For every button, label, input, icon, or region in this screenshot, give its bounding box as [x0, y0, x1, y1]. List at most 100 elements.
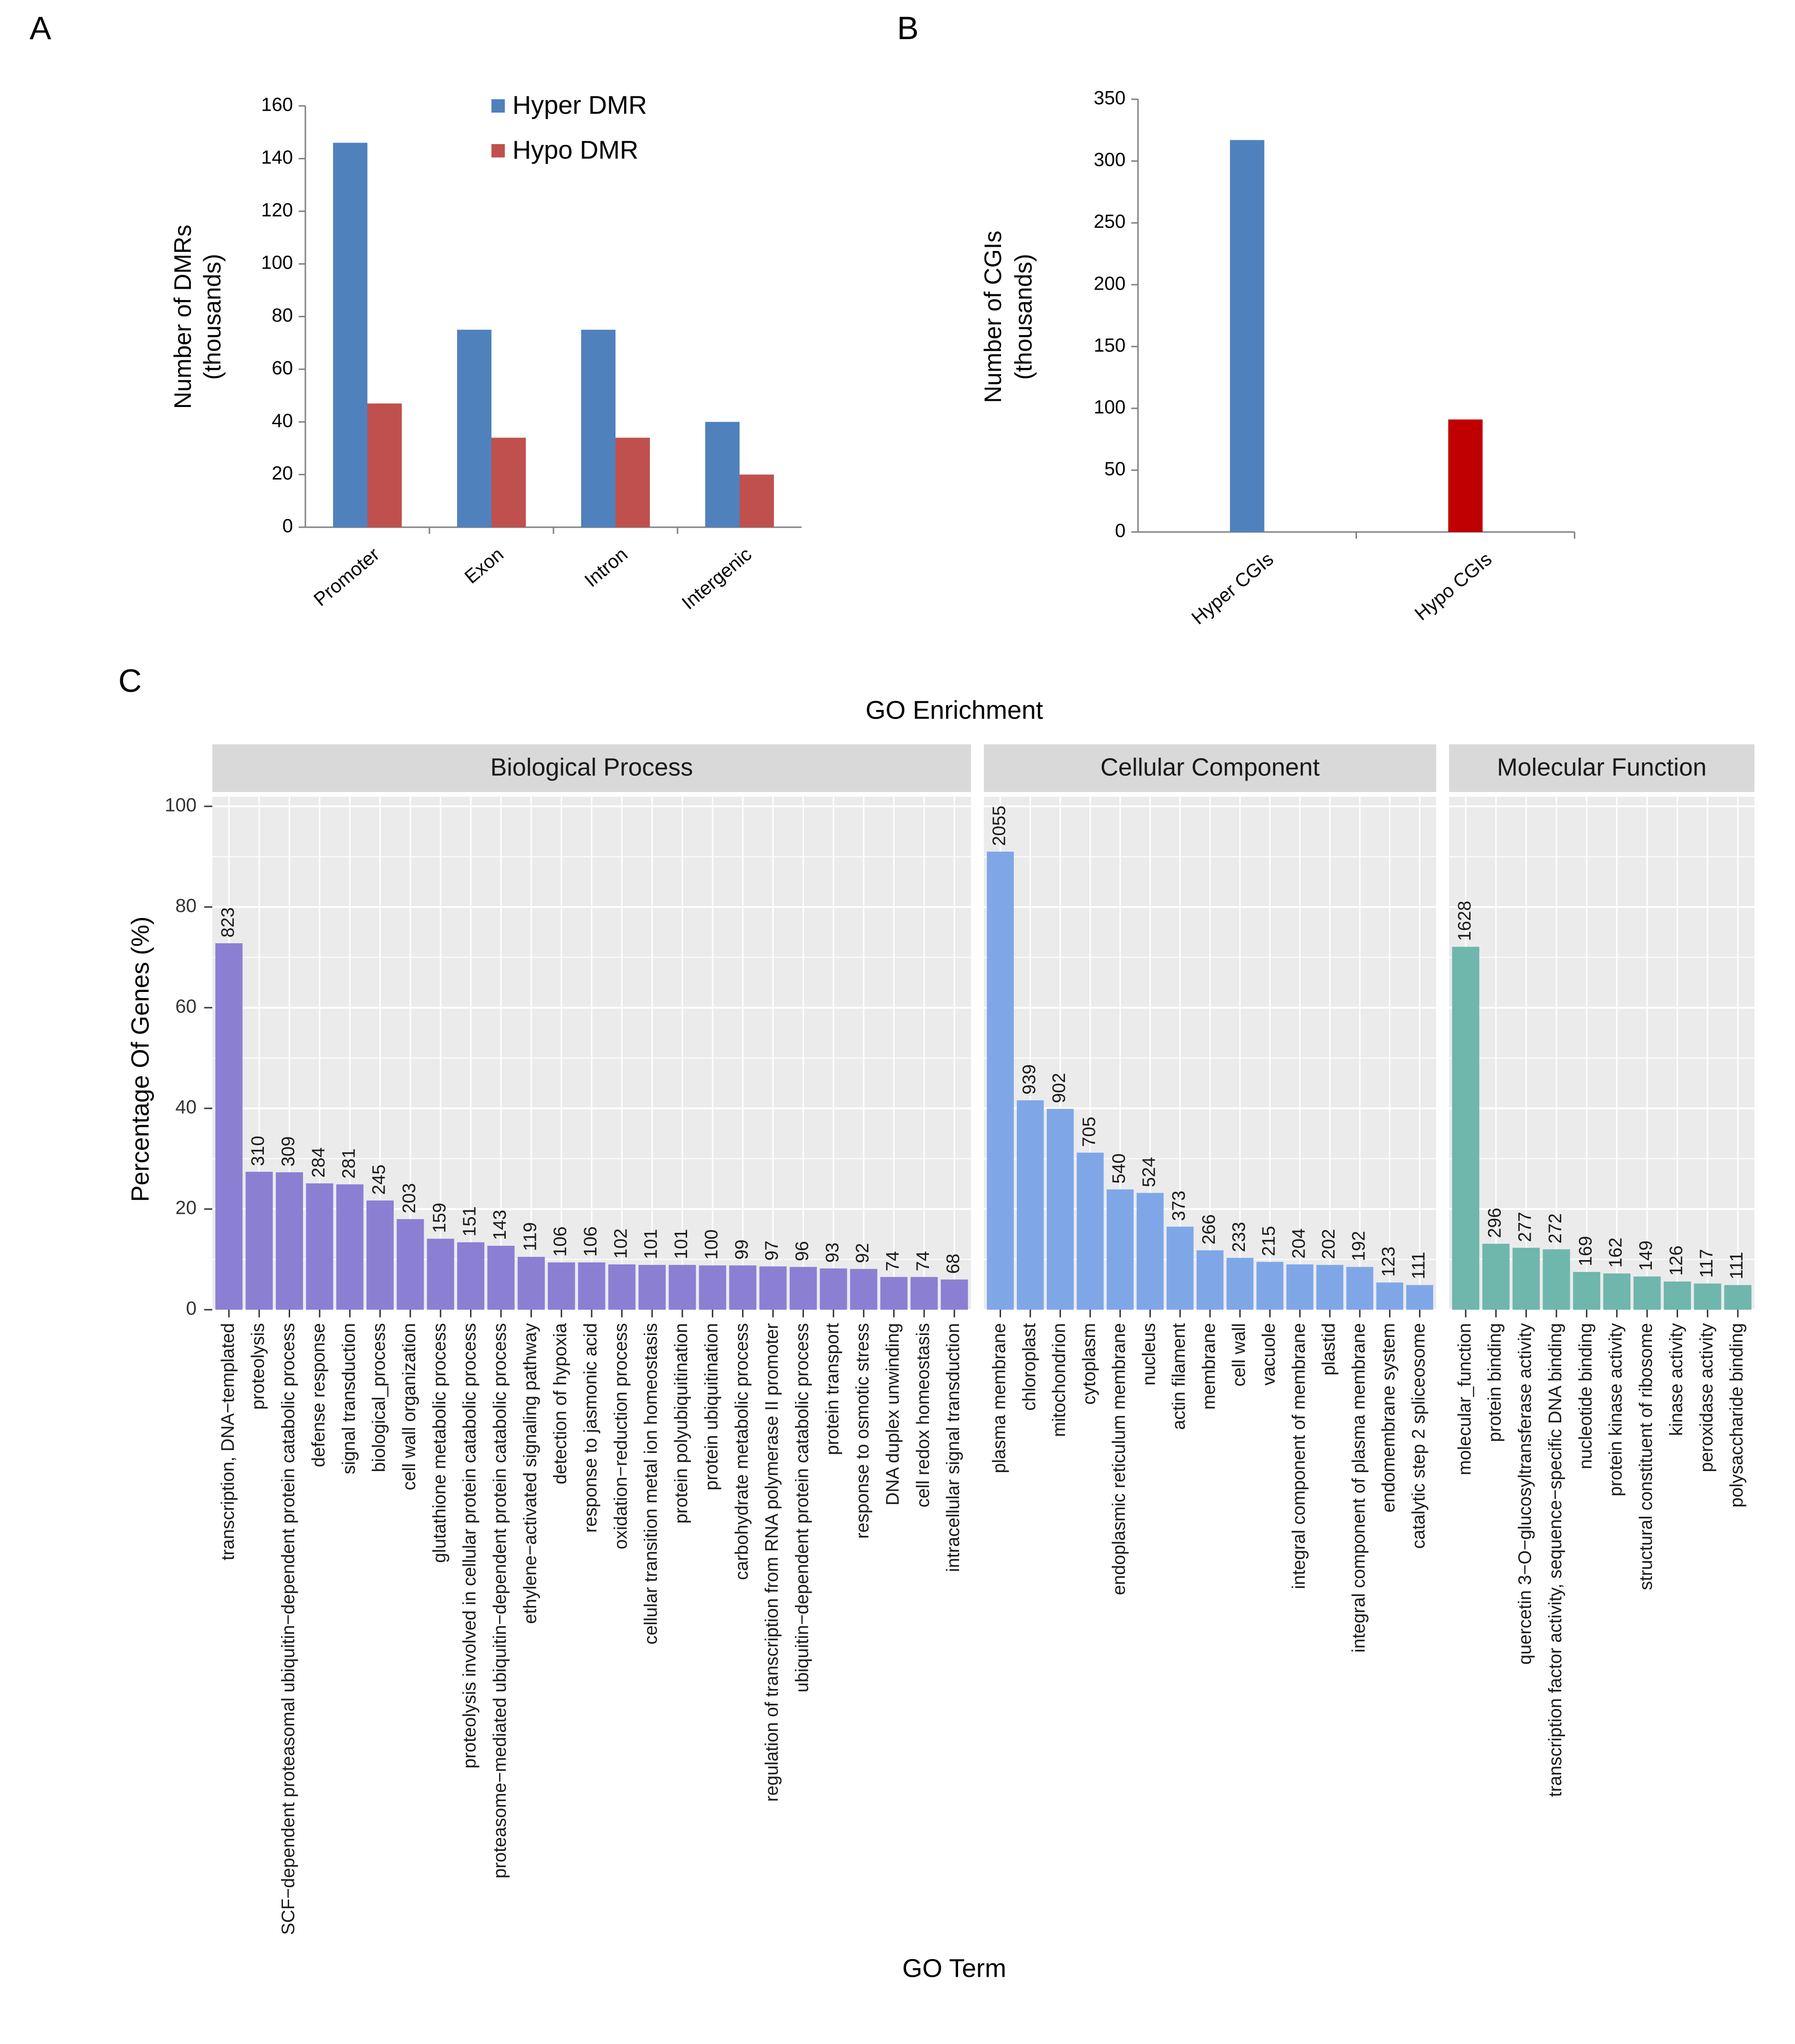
c-count-cellular-component: 233 — [1229, 1222, 1249, 1252]
a-y-label-units: (thousands) — [199, 254, 226, 380]
c-strip-label-cellular-component: Cellular Component — [1100, 754, 1320, 782]
c-term-label-endoplasmic-reticulum-membrane: endoplasmic reticulum membrane — [1109, 1323, 1129, 1595]
c-bar-biological-process-cell-redox-homeostasis — [910, 1277, 938, 1310]
c-bar-biological-process-biological-process — [366, 1200, 394, 1310]
c-term-label-detection-of-hypoxia: detection of hypoxia — [551, 1323, 571, 1484]
c-term-label-intracellular-signal-transduction: intracellular signal transduction — [943, 1323, 963, 1572]
c-count-biological-process: 203 — [399, 1183, 419, 1213]
c-count-cellular-component: 705 — [1079, 1116, 1099, 1147]
c-count-cellular-component: 540 — [1109, 1153, 1129, 1183]
c-term-label-cell-wall-organization: cell wall organization — [399, 1323, 419, 1491]
c-x-title: GO Term — [902, 1954, 1006, 1982]
c-bar-molecular-function-kinase-activity — [1663, 1281, 1691, 1310]
c-count-molecular-function: 169 — [1576, 1236, 1596, 1266]
a-y-tick-label: 60 — [272, 357, 293, 378]
c-y-tick-label: 100 — [165, 795, 197, 816]
c-term-label-polysaccharide-binding: polysaccharide binding — [1727, 1323, 1747, 1508]
c-term-label-protein-binding: protein binding — [1485, 1323, 1505, 1442]
c-count-cellular-component: 2055 — [990, 805, 1010, 846]
c-bar-cellular-component-membrane — [1196, 1250, 1224, 1310]
c-bar-biological-process-carbohydrate-metabolic-process — [729, 1265, 757, 1310]
b-x-label-hyper-cgis: Hyper CGIs — [1188, 549, 1277, 629]
a-legend-hyper: Hyper DMR — [512, 91, 647, 119]
c-strip-molecular-function — [1449, 744, 1754, 792]
a-x-label-intergenic: Intergenic — [678, 544, 756, 614]
c-bar-cellular-component-endomembrane-system — [1376, 1283, 1403, 1310]
c-count-biological-process: 159 — [429, 1203, 449, 1233]
c-count-cellular-component: 123 — [1379, 1247, 1399, 1277]
a-y-tick-label: 20 — [272, 463, 293, 484]
c-bar-cellular-component-mitochondrion — [1046, 1109, 1074, 1310]
c-strip-cellular-component — [984, 744, 1436, 792]
c-count-biological-process: 101 — [671, 1229, 691, 1259]
c-bar-biological-process-dna-duplex-unwinding — [880, 1277, 908, 1310]
c-count-biological-process: 823 — [218, 907, 238, 938]
a-bar-hypo-intergenic — [740, 474, 774, 527]
c-bar-cellular-component-endoplasmic-reticulum-membrane — [1106, 1189, 1134, 1310]
c-bar-biological-process-protein-polyubiquitination — [668, 1265, 696, 1310]
c-bar-molecular-function-transcription-factor-activity-sequence-specific-dna-binding — [1543, 1249, 1570, 1310]
c-bar-biological-process-defense-response — [306, 1183, 334, 1310]
c-term-label-integral-component-of-plasma-membrane: integral component of plasma membrane — [1349, 1323, 1369, 1653]
c-term-label-integral-component-of-membrane: integral component of membrane — [1289, 1323, 1309, 1589]
c-count-biological-process: 119 — [520, 1222, 540, 1251]
c-bar-biological-process-regulation-of-transcription-from-rna-polymerase-ii-promoter — [759, 1266, 787, 1310]
c-term-label-nucleus: nucleus — [1139, 1323, 1159, 1386]
c-y-title: Percentage Of Genes (%) — [127, 917, 155, 1202]
c-count-cellular-component: 266 — [1199, 1214, 1219, 1244]
c-bar-molecular-function-nucleotide-binding — [1573, 1272, 1600, 1310]
b-x-label-hypo-cgis: Hypo CGIs — [1411, 549, 1496, 625]
c-term-label-protein-polyubiquitination: protein polyubiquitination — [671, 1323, 691, 1523]
a-legend-hypo: Hypo DMR — [512, 136, 638, 164]
a-x-label-intron: Intron — [581, 544, 632, 591]
c-bar-molecular-function-protein-binding — [1482, 1243, 1510, 1310]
c-term-label-proteasome-mediated-ubiquitin-dependent-protein-catabolic-process: proteasome−mediated ubiquitin−dependent … — [490, 1323, 510, 1878]
c-count-biological-process: 106 — [551, 1226, 571, 1256]
c-bar-biological-process-proteasome-mediated-ubiquitin-dependent-protein-catabolic-process — [487, 1246, 515, 1310]
c-count-molecular-function: 149 — [1636, 1241, 1656, 1271]
c-term-label-biological-process: biological_process — [369, 1323, 389, 1472]
c-bar-molecular-function-protein-kinase-activity — [1603, 1273, 1631, 1310]
a-bar-hypo-intron — [616, 438, 650, 527]
c-term-label-cell-wall: cell wall — [1229, 1323, 1249, 1387]
c-bar-biological-process-cellular-transition-metal-ion-homeostasis — [638, 1265, 666, 1310]
c-count-biological-process: 102 — [611, 1229, 631, 1259]
c-term-label-actin-filament: actin filament — [1169, 1323, 1189, 1430]
c-term-label-protein-kinase-activity: protein kinase activity — [1606, 1323, 1626, 1496]
c-y-tick-label: 20 — [176, 1198, 197, 1219]
c-term-label-transcription-dna-templated: transcription, DNA−templated — [218, 1323, 238, 1560]
c-term-label-dna-duplex-unwinding: DNA duplex unwinding — [883, 1323, 903, 1505]
c-count-cellular-component: 524 — [1139, 1157, 1159, 1187]
c-count-biological-process: 309 — [279, 1137, 299, 1167]
c-count-biological-process: 96 — [792, 1241, 812, 1261]
c-strip-biological-process — [212, 744, 971, 792]
c-bar-molecular-function-polysaccharide-binding — [1724, 1285, 1752, 1310]
c-count-biological-process: 281 — [339, 1148, 359, 1178]
c-term-label-chloroplast: chloroplast — [1019, 1323, 1039, 1411]
c-y-tick-label: 60 — [176, 996, 197, 1017]
c-term-label-cellular-transition-metal-ion-homeostasis: cellular transition metal ion homeostasi… — [641, 1323, 661, 1645]
a-x-label-promoter: Promoter — [310, 544, 383, 610]
a-y-tick-label: 120 — [261, 199, 293, 220]
c-count-molecular-function: 126 — [1666, 1246, 1686, 1276]
c-count-molecular-function: 277 — [1515, 1212, 1535, 1242]
c-term-label-cytoplasm: cytoplasm — [1079, 1323, 1099, 1405]
c-count-cellular-component: 192 — [1349, 1231, 1369, 1261]
a-y-tick-label: 40 — [272, 410, 293, 431]
c-term-label-transcription-factor-activity-sequence-specific-dna-binding: transcription factor activity, sequence−… — [1545, 1323, 1565, 1797]
c-count-cellular-component: 902 — [1049, 1073, 1069, 1103]
c-term-label-glutathione-metabolic-process: glutathione metabolic process — [429, 1323, 449, 1563]
c-bar-cellular-component-cytoplasm — [1076, 1152, 1104, 1310]
c-count-biological-process: 74 — [913, 1251, 933, 1271]
c-term-label-catalytic-step-2-spliceosome: catalytic step 2 spliceosome — [1409, 1323, 1429, 1549]
c-count-molecular-function: 117 — [1697, 1249, 1717, 1278]
c-strip-label-biological-process: Biological Process — [490, 754, 693, 782]
c-term-label-peroxidase-activity: peroxidase activity — [1697, 1323, 1717, 1472]
a-y-tick-label: 0 — [282, 516, 293, 537]
c-bar-biological-process-protein-ubiquitination — [699, 1265, 726, 1310]
b-y-tick-label: 350 — [1094, 88, 1126, 109]
c-term-label-mitochondrion: mitochondrion — [1049, 1323, 1069, 1437]
c-panel-bg-molecular-function — [1449, 797, 1754, 1310]
panel-label-b: B — [897, 10, 918, 46]
